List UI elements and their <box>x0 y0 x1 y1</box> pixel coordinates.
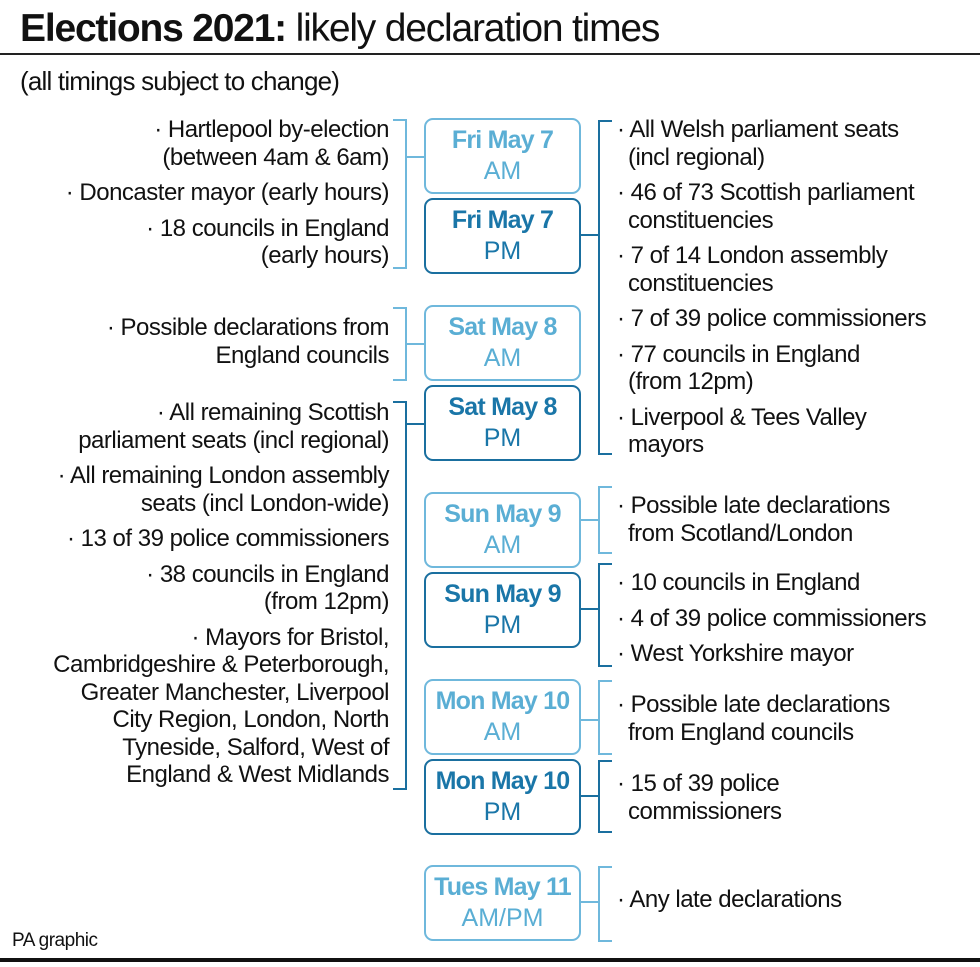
bracket-fri-pm <box>598 120 612 455</box>
slot-box-sat-am: Sat May 8 AM <box>424 305 581 381</box>
slot-day: Sun May 9 <box>444 580 561 608</box>
slot-day: Mon May 10 <box>435 687 571 715</box>
title-bold: Elections 2021: <box>20 7 287 50</box>
list-item: · Any late declarations <box>617 886 842 913</box>
slot-box-mon-pm: Mon May 10 PM <box>424 759 581 835</box>
list-item: · 10 councils in England <box>617 569 860 596</box>
slot-time: AM/PM <box>461 904 544 932</box>
bracket-sun-am <box>598 486 612 554</box>
list-item: · Mayors for Bristol, Cambridgeshire & Pe… <box>53 623 389 789</box>
slot-box-fri-am: Fri May 7 AM <box>424 118 581 194</box>
slot-time: PM <box>483 798 522 826</box>
list-fri-pm: · All Welsh parliament seats (incl region… <box>617 116 927 467</box>
slot-time: AM <box>483 531 522 559</box>
list-item: · Hartlepool by-election (between 4am & 6… <box>154 116 389 171</box>
slot-box-sat-pm: Sat May 8 PM <box>424 385 581 461</box>
connector-fri-am <box>407 156 424 158</box>
slot-time: AM <box>483 718 522 746</box>
list-sun-pm: · 10 councils in England · 4 of 39 police… <box>617 569 927 676</box>
list-item: · West Yorkshire mayor <box>617 640 854 667</box>
title-rest: likely declaration times <box>285 7 661 50</box>
slot-box-fri-pm: Fri May 7 PM <box>424 198 581 274</box>
list-sat-am: · Possible declarations from England coun… <box>106 314 390 377</box>
slot-day: Sun May 9 <box>444 500 561 528</box>
slot-box-mon-am: Mon May 10 AM <box>424 679 581 755</box>
connector-sun-pm <box>581 608 598 610</box>
connector-sat-am <box>407 343 424 345</box>
list-item: · All Welsh parliament seats (incl region… <box>617 116 899 171</box>
slot-day: Fri May 7 <box>451 126 554 154</box>
list-item: · 38 councils in England (from 12pm) <box>146 560 389 616</box>
list-mon-pm: · 15 of 39 police commissioners <box>617 770 782 833</box>
bracket-sat-pm <box>393 401 407 790</box>
slot-time: PM <box>483 424 522 452</box>
connector-mon-am <box>581 719 598 721</box>
slot-day: Fri May 7 <box>451 206 554 234</box>
list-item: · 77 councils in England (from 12pm) <box>617 340 860 396</box>
list-item: · 18 councils in England (early hours) <box>146 214 389 270</box>
page-title: Elections 2021: likely declaration times <box>20 6 661 52</box>
bracket-sat-am <box>393 307 407 381</box>
top-divider <box>0 53 980 55</box>
slot-box-tue: Tues May 11 AM/PM <box>424 865 581 941</box>
list-item: · Possible late declarations from Scotlan… <box>617 492 890 547</box>
connector-tue <box>581 901 598 903</box>
footer-credit: PA graphic <box>12 930 98 951</box>
list-item: · 4 of 39 police commissioners <box>617 604 927 632</box>
bottom-divider <box>0 958 980 962</box>
connector-sat-pm <box>407 423 424 425</box>
list-sun-am: · Possible late declarations from Scotlan… <box>617 492 890 555</box>
list-item: · 15 of 39 police commissioners <box>617 770 782 825</box>
list-item: · 7 of 39 police commissioners <box>617 305 927 332</box>
subtitle: (all timings subject to change) <box>20 66 340 96</box>
list-item: · Possible late declarations from England… <box>617 691 890 746</box>
slot-day: Tues May 11 <box>434 873 571 901</box>
list-item: · Doncaster mayor (early hours) <box>65 179 390 206</box>
bracket-fri-am <box>393 119 407 269</box>
list-item: · Possible declarations from England coun… <box>106 314 390 369</box>
slot-box-sun-am: Sun May 9 AM <box>424 492 581 568</box>
bracket-mon-pm <box>598 760 612 833</box>
slot-time: PM <box>483 237 522 265</box>
bracket-mon-am <box>598 680 612 755</box>
list-sat-pm: · All remaining Scottish parliament seats… <box>53 399 389 797</box>
slot-time: PM <box>483 611 522 639</box>
list-item: · 13 of 39 police commissioners <box>67 525 389 552</box>
bracket-sun-pm <box>598 563 612 667</box>
bracket-tue <box>598 866 612 942</box>
connector-mon-pm <box>581 795 598 797</box>
slot-day: Sat May 8 <box>448 393 557 421</box>
connector-fri-pm <box>581 234 598 236</box>
slot-day: Sat May 8 <box>448 313 557 341</box>
connector-sun-am <box>581 519 598 521</box>
slot-time: AM <box>483 157 522 185</box>
slot-time: AM <box>483 344 522 372</box>
list-tue: · Any late declarations <box>617 886 842 922</box>
slot-day: Mon May 10 <box>435 767 571 795</box>
list-item: · Liverpool & Tees Valley mayors <box>617 403 867 459</box>
list-fri-am: · Hartlepool by-election (between 4am & 6… <box>65 116 390 278</box>
list-item: · 46 of 73 Scottish parliament constituen… <box>617 179 915 234</box>
list-item: · 7 of 14 London assembly constituencies <box>617 242 888 297</box>
list-mon-am: · Possible late declarations from England… <box>617 691 890 754</box>
list-item: · All remaining Scottish parliament seats… <box>78 399 389 454</box>
list-item: · All remaining London assembly seats (in… <box>57 462 390 517</box>
slot-box-sun-pm: Sun May 9 PM <box>424 572 581 648</box>
